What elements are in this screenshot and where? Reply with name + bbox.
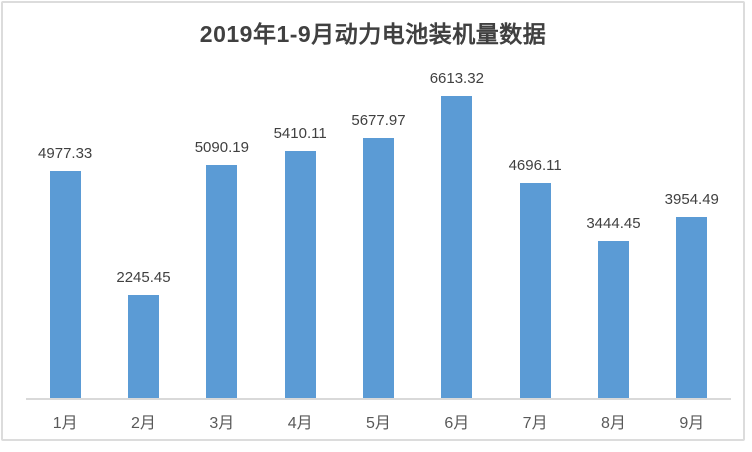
bar [206, 165, 238, 398]
bar-value-label: 5410.11 [273, 124, 327, 142]
chart-image-frame: 2019年1-9月动力电池装机量数据 4977.33 2245.45 5090.19… [1, 1, 745, 441]
x-axis-labels: 1月 2月 3月 4月 5月 6月 7月 8月 9月 [26, 409, 731, 433]
x-axis-label: 1月 [52, 415, 78, 432]
bar-value-label: 4696.11 [508, 157, 562, 175]
bar-group: 2245.45 [104, 3, 182, 398]
bar-group: 3954.49 [653, 3, 731, 398]
bar-group: 4977.33 [26, 3, 104, 398]
bar-value-label: 5090.19 [194, 139, 249, 157]
x-axis-label: 5月 [366, 415, 391, 432]
x-axis-label: 4月 [287, 415, 313, 432]
x-axis-label: 9月 [679, 415, 705, 432]
bar-group: 4696.11 [496, 3, 574, 398]
bar-value-label: 6613.32 [429, 69, 484, 87]
bar [676, 217, 708, 398]
bar-value-label: 3954.49 [664, 191, 719, 209]
bar-group: 5410.11 [261, 3, 339, 398]
bar-value-label: 4977.33 [38, 144, 93, 162]
x-axis-label: 3月 [209, 415, 235, 432]
bar-group: 3444.45 [574, 3, 652, 398]
bar-value-label: 2245.45 [116, 269, 171, 287]
x-axis-label: 6月 [444, 415, 470, 432]
bar [597, 240, 629, 398]
bar [441, 95, 473, 398]
bar-group: 5090.19 [183, 3, 261, 398]
bar-value-label: 3444.45 [586, 214, 641, 232]
x-axis-label: 7月 [522, 415, 548, 432]
bar [49, 170, 81, 398]
x-axis-label: 8月 [601, 415, 626, 432]
plot-area: 4977.33 2245.45 5090.19 5410.11 5677.97 6613.… [26, 3, 731, 400]
bar-value-label: 5677.97 [351, 112, 406, 130]
x-axis-label: 2月 [131, 415, 156, 432]
bar-group: 5677.97 [339, 3, 417, 398]
bar [284, 150, 316, 398]
bar [362, 138, 394, 398]
bar-group: 6613.32 [418, 3, 496, 398]
bar [127, 295, 159, 398]
bar [519, 183, 551, 398]
chart-title: 2019年1-9月动力电池装机量数据 [199, 21, 547, 47]
